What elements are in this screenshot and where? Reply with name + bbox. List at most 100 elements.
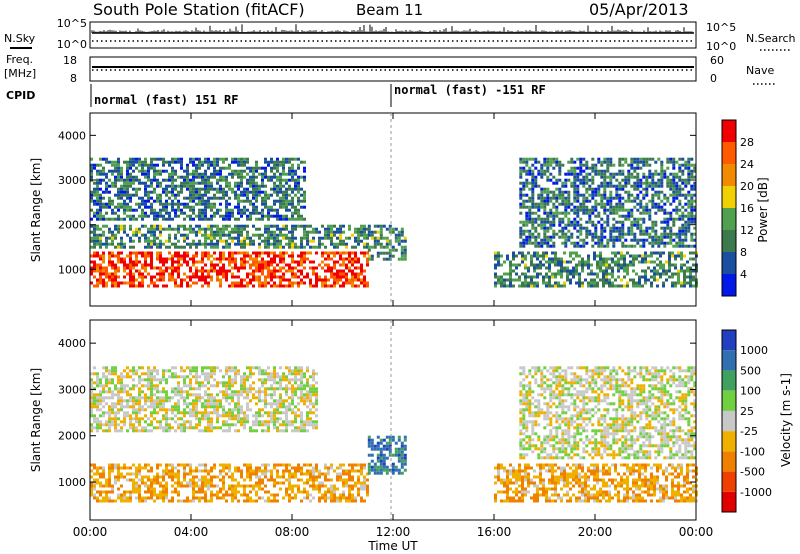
power-cell-0: [243, 278, 246, 282]
velocity-cell-0: [177, 475, 180, 479]
power-cell-2: [204, 175, 207, 179]
power-cell-2: [126, 166, 129, 170]
power-cell-2: [90, 190, 93, 194]
power-cell-5: [651, 229, 655, 233]
power-cell-5: [687, 181, 691, 185]
power-cell-0: [219, 254, 222, 258]
power-cell-4: [671, 263, 674, 267]
velocity-cell-0: [288, 475, 291, 479]
velocity-cell-1: [105, 381, 108, 385]
power-cell-0: [279, 275, 282, 279]
power-cell-5: [555, 211, 559, 215]
power-cell-5: [672, 172, 676, 176]
power-cell-0: [351, 272, 354, 276]
power-cell-5: [534, 205, 538, 209]
power-cell-0: [114, 275, 117, 279]
power-cell-5: [672, 193, 676, 197]
power-cell-4: [683, 275, 686, 279]
power-cell-2: [153, 166, 156, 170]
velocity-cell-1: [93, 396, 96, 400]
velocity-cell-0: [183, 463, 186, 467]
beam-label: Beam 11: [356, 1, 423, 19]
power-cell-2: [174, 214, 177, 218]
power-cell-4: [605, 263, 608, 267]
power-cell-4: [539, 260, 542, 264]
velocity-cell-0: [285, 487, 288, 491]
power-cell-4: [644, 278, 647, 282]
power-cell-5: [651, 205, 655, 209]
power-cell-5: [555, 205, 559, 209]
power-cell-1: [330, 230, 333, 234]
power-cell-2: [252, 175, 255, 179]
power-cell-0: [174, 251, 177, 255]
velocity-cell-0: [288, 487, 291, 491]
power-cell-0: [270, 269, 273, 273]
velocity-cell-0: [90, 490, 93, 494]
power-cell-5: [519, 202, 523, 206]
power-cell-0: [318, 275, 321, 279]
power-cell-2: [135, 178, 138, 182]
velocity-cell-0: [102, 472, 105, 476]
power-cell-5: [585, 208, 589, 212]
velocity-cell-0: [360, 496, 363, 500]
power-cell-2: [105, 175, 108, 179]
power-cell-2: [93, 202, 96, 206]
power-cell-1: [261, 239, 264, 243]
power-cell-2: [141, 181, 144, 185]
power-cell-2: [297, 214, 300, 218]
power-cell-1: [300, 236, 303, 240]
power-cell-0: [111, 251, 114, 255]
power-cell-2: [282, 196, 285, 200]
power-cell-5: [636, 208, 640, 212]
power-cell-3: [400, 230, 404, 234]
power-cell-5: [633, 235, 637, 239]
power-cell-1: [315, 245, 318, 249]
power-cell-2: [171, 193, 174, 197]
power-cell-1: [303, 230, 306, 234]
power-cell-0: [96, 281, 99, 285]
velocity-cell-0: [192, 490, 195, 494]
velocity-cell-0: [366, 493, 369, 497]
power-cell-5: [672, 217, 676, 221]
power-cell-2: [231, 187, 234, 191]
power-cell-5: [537, 232, 541, 236]
power-cell-0: [96, 254, 99, 258]
power-cell-5: [531, 190, 535, 194]
power-cell-1: [354, 239, 357, 243]
power-cell-4: [572, 272, 575, 276]
velocity-cell-0: [279, 463, 282, 467]
velocity-cell-1: [96, 396, 99, 400]
power-cell-5: [669, 187, 673, 191]
power-cell-0: [366, 257, 369, 261]
power-cell-1: [216, 242, 219, 246]
power-cell-5: [678, 184, 682, 188]
power-cell-5: [645, 232, 649, 236]
power-cell-2: [99, 205, 102, 209]
velocity-cell-0: [306, 478, 309, 482]
power-cell-0: [129, 275, 132, 279]
power-cell-2: [123, 193, 126, 197]
power-cell-5: [555, 196, 559, 200]
power-cell-2: [291, 196, 294, 200]
power-cell-0: [117, 269, 120, 273]
power-cell-5: [690, 157, 694, 161]
power-cell-4: [653, 269, 656, 273]
power-cell-1: [303, 233, 306, 237]
power-cell-2: [234, 181, 237, 185]
power-cell-2: [120, 187, 123, 191]
velocity-cell-0: [219, 496, 222, 500]
power-cell-1: [282, 245, 285, 249]
velocity-cell-1: [114, 372, 117, 376]
velocity-cell-0: [249, 475, 252, 479]
power-cell-5: [531, 196, 535, 200]
power-cell-2: [156, 211, 159, 215]
power-cell-2: [198, 214, 201, 218]
power-ytick-label: 3000: [58, 174, 86, 187]
power-cell-2: [117, 193, 120, 197]
power-cell-5: [621, 187, 625, 191]
velocity-cell-0: [318, 481, 321, 485]
power-cell-5: [693, 166, 697, 170]
power-cell-5: [591, 166, 595, 170]
power-cell-4: [623, 254, 626, 258]
power-cell-2: [204, 199, 207, 203]
